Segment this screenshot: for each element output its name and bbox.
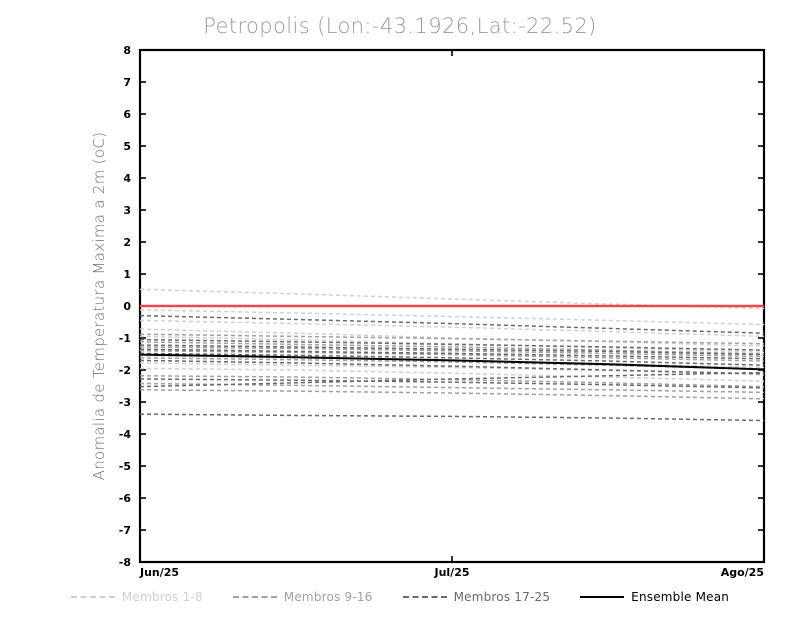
legend-label-members-1-8: Membros 1-8 bbox=[121, 590, 203, 604]
legend-item-members-17-25: Membros 17-25 bbox=[402, 590, 551, 604]
y-axis-tick-label: -4 bbox=[119, 428, 132, 441]
series-line-member bbox=[140, 367, 764, 382]
series-line-member bbox=[140, 319, 764, 338]
series-line-member bbox=[140, 413, 764, 422]
series-line-member bbox=[140, 359, 764, 375]
series-line-member bbox=[140, 309, 764, 326]
series-line-member bbox=[140, 382, 764, 394]
series-line-member bbox=[140, 352, 764, 366]
series-line-member bbox=[140, 354, 764, 369]
y-axis-tick-label: 2 bbox=[123, 236, 131, 249]
y-axis-tick-label: 4 bbox=[123, 172, 131, 185]
legend-swatch-members-17-25 bbox=[402, 596, 447, 598]
series-line-member bbox=[140, 344, 764, 356]
y-axis-tick-label: 7 bbox=[123, 76, 131, 89]
y-axis-tick-label: -1 bbox=[119, 332, 131, 345]
y-axis-tick-label: -8 bbox=[119, 556, 131, 569]
y-axis-tick-label: -6 bbox=[119, 492, 132, 505]
legend-item-members-9-16: Membros 9-16 bbox=[232, 590, 373, 604]
series-line-member bbox=[140, 333, 764, 345]
legend-label-ensemble-mean: Ensemble Mean bbox=[631, 590, 730, 604]
y-axis-tick-label: 6 bbox=[123, 108, 131, 121]
chart-title: Petropolis (Lon:-43.1926,Lat:-22.52) bbox=[203, 14, 597, 38]
legend-swatch-members-1-8 bbox=[70, 596, 115, 598]
series-line-member bbox=[140, 389, 764, 400]
y-axis-tick-label: 8 bbox=[123, 44, 131, 57]
legend-item-members-1-8: Membros 1-8 bbox=[70, 590, 203, 604]
series-line-ensemble-mean bbox=[140, 353, 764, 371]
series-line-member bbox=[140, 371, 764, 388]
y-axis-tick-label: -3 bbox=[119, 396, 131, 409]
legend-label-members-17-25: Membros 17-25 bbox=[453, 590, 551, 604]
legend-item-ensemble-mean: Ensemble Mean bbox=[580, 590, 729, 604]
y-axis-tick-label: -7 bbox=[119, 524, 131, 537]
chart-legend: Membros 1-8 Membros 9-16 Membros 17-25 E… bbox=[0, 586, 800, 608]
series-line-member bbox=[140, 375, 764, 388]
legend-label-members-9-16: Membros 9-16 bbox=[283, 590, 373, 604]
x-axis-tick-label: Ago/25 bbox=[721, 566, 764, 579]
series-line-member bbox=[140, 335, 764, 354]
y-axis-tick-label: -5 bbox=[119, 460, 131, 473]
series-line-member bbox=[140, 341, 764, 355]
series-line-member bbox=[140, 338, 764, 351]
series-line-member bbox=[140, 378, 764, 389]
x-axis-tick-label: Jul/25 bbox=[433, 566, 469, 579]
series-line-member bbox=[140, 348, 764, 360]
legend-swatch-ensemble-mean bbox=[580, 596, 625, 598]
series-line-member bbox=[140, 328, 764, 347]
y-axis-tick-label: 5 bbox=[123, 140, 131, 153]
y-axis-tick-label: 0 bbox=[123, 300, 131, 313]
legend-swatch-members-9-16 bbox=[232, 596, 277, 598]
y-axis-tick-label: 1 bbox=[123, 268, 131, 281]
series-line-member bbox=[140, 350, 764, 362]
y-axis-tick-label: 3 bbox=[123, 204, 131, 217]
y-axis-tick-label: -2 bbox=[119, 364, 131, 377]
x-axis-tick-label: Jun/25 bbox=[139, 566, 179, 579]
series-line-member bbox=[140, 314, 764, 334]
series-line-member bbox=[140, 346, 764, 358]
